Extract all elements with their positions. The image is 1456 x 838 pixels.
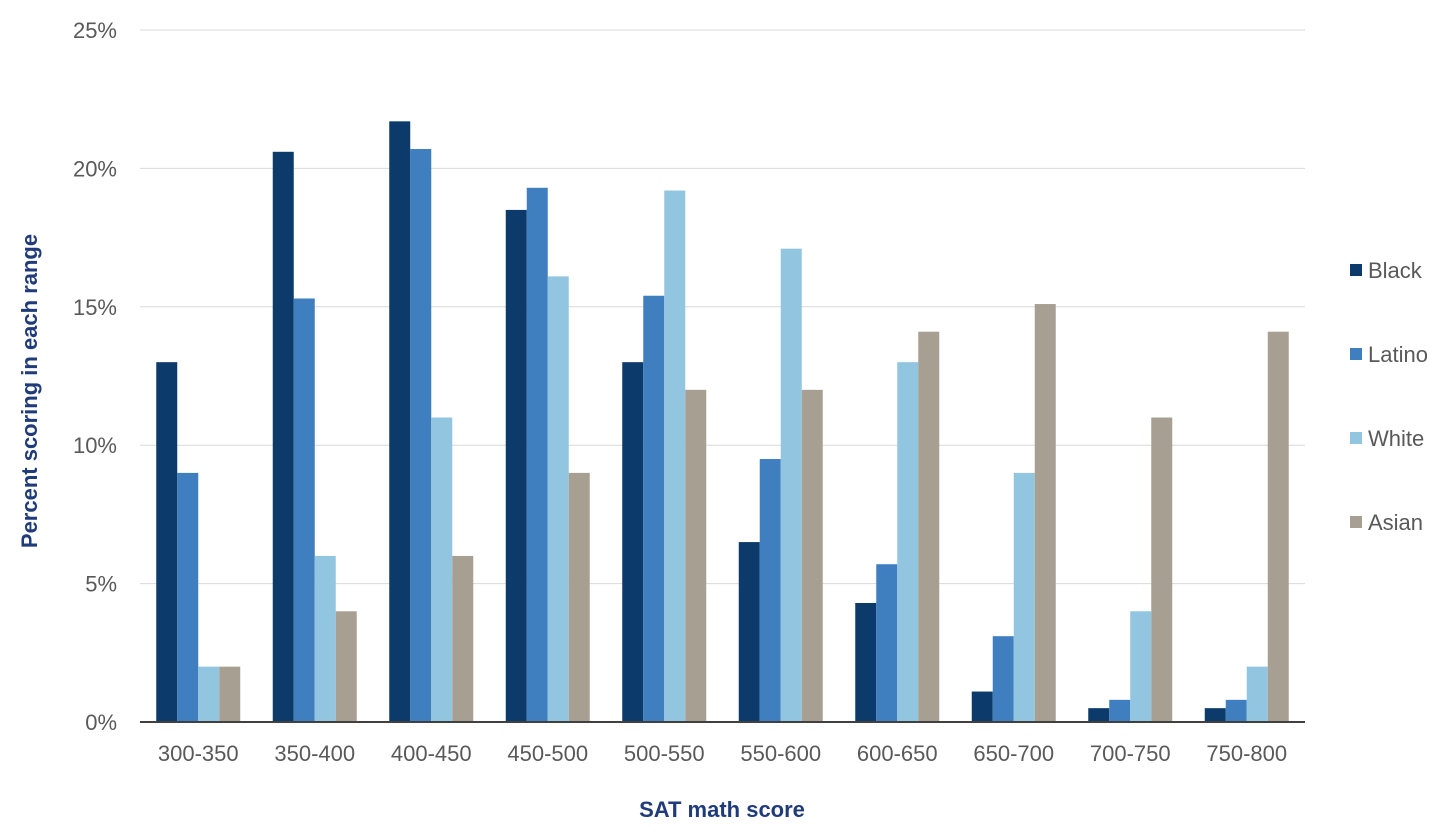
bar-white-450-500 (547, 276, 569, 722)
legend: Black Latino White Asian (1350, 258, 1428, 535)
bar-latino-500-550 (643, 295, 665, 722)
bar-black-300-350 (156, 362, 178, 722)
x-axis-title: SAT math score (639, 797, 805, 822)
bar-asian-300-350 (219, 666, 241, 722)
y-tick-label: 10% (73, 433, 117, 458)
bar-asian-700-750 (1151, 417, 1173, 722)
legend-swatch-asian (1350, 516, 1362, 528)
bar-black-450-500 (505, 209, 527, 723)
bar-latino-600-650 (876, 564, 898, 722)
bar-black-750-800 (1204, 708, 1226, 722)
axes: 0% 5% 10% 15% 20% 25% 300-350 350-400 400-450 450… (73, 18, 1305, 766)
y-tick-label: 5% (85, 572, 117, 597)
x-tick-label: 650-700 (973, 741, 1054, 766)
y-tick-label: 20% (73, 156, 117, 181)
bar-latino-450-500 (526, 187, 548, 722)
x-tick-label: 750-800 (1206, 741, 1287, 766)
bar-asian-350-400 (335, 611, 357, 722)
bar-black-550-600 (738, 542, 760, 722)
y-tick-label: 0% (85, 710, 117, 735)
bar-black-650-700 (971, 691, 993, 722)
bar-latino-750-800 (1225, 699, 1247, 722)
bar-black-600-650 (855, 602, 877, 722)
x-tick-label: 600-650 (857, 741, 938, 766)
bar-latino-300-350 (177, 472, 199, 722)
gridlines (140, 29, 1305, 585)
bar-asian-550-600 (801, 389, 823, 722)
legend-label-white: White (1368, 426, 1424, 451)
x-tick-label: 550-600 (740, 741, 821, 766)
bar-white-550-600 (780, 248, 802, 722)
bar-latino-350-400 (293, 298, 315, 722)
bar-white-750-800 (1246, 666, 1268, 722)
x-tick-label: 500-550 (624, 741, 705, 766)
y-tick-label: 15% (73, 295, 117, 320)
bar-black-500-550 (622, 362, 644, 722)
bar-asian-500-550 (685, 389, 707, 722)
legend-swatch-white (1350, 432, 1362, 444)
bar-asian-600-650 (918, 331, 940, 722)
bar-latino-400-450 (410, 149, 432, 723)
bar-asian-750-800 (1267, 331, 1289, 722)
bar-white-400-450 (431, 417, 453, 722)
bar-asian-400-450 (452, 555, 474, 722)
x-tick-label: 450-500 (507, 741, 588, 766)
bar-white-600-650 (897, 362, 919, 722)
bar-latino-700-750 (1109, 699, 1131, 722)
bar-asian-650-700 (1034, 304, 1056, 722)
legend-label-black: Black (1368, 258, 1423, 283)
legend-label-asian: Asian (1368, 510, 1423, 535)
bars (156, 121, 1289, 723)
bar-black-350-400 (272, 151, 294, 723)
bar-latino-550-600 (759, 459, 781, 722)
x-tick-label: 400-450 (391, 741, 472, 766)
bar-white-300-350 (198, 666, 220, 722)
bar-white-350-400 (314, 555, 336, 722)
bar-white-500-550 (664, 190, 686, 722)
bar-black-700-750 (1088, 708, 1110, 722)
legend-swatch-black (1350, 264, 1362, 276)
bar-white-650-700 (1013, 472, 1035, 722)
bar-asian-450-500 (568, 472, 590, 722)
x-tick-label: 350-400 (274, 741, 355, 766)
legend-swatch-latino (1350, 348, 1362, 360)
y-axis-title: Percent scoring in each range (17, 234, 42, 548)
bar-white-700-750 (1130, 611, 1152, 722)
legend-label-latino: Latino (1368, 342, 1428, 367)
bar-latino-650-700 (992, 636, 1014, 722)
x-tick-label: 700-750 (1090, 741, 1171, 766)
y-tick-label: 25% (73, 18, 117, 43)
bar-black-400-450 (389, 121, 411, 723)
x-tick-label: 300-350 (158, 741, 239, 766)
